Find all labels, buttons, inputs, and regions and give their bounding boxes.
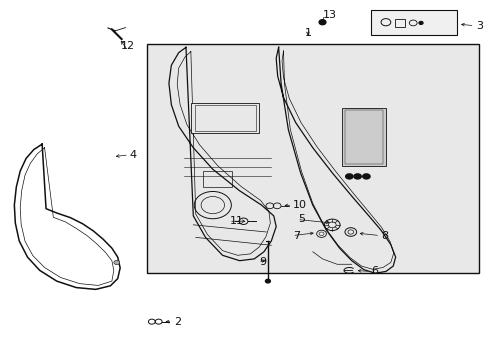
Bar xyxy=(147,44,478,273)
Text: 8: 8 xyxy=(380,231,387,240)
Text: 4: 4 xyxy=(130,150,137,160)
Bar xyxy=(203,171,232,187)
Bar xyxy=(344,111,382,163)
Circle shape xyxy=(361,173,370,180)
Circle shape xyxy=(352,173,361,180)
Text: 5: 5 xyxy=(298,215,305,224)
Text: 11: 11 xyxy=(229,216,244,226)
Text: 3: 3 xyxy=(475,21,482,31)
Text: 13: 13 xyxy=(322,10,336,20)
Bar xyxy=(194,105,255,131)
Text: 1: 1 xyxy=(304,28,311,38)
Text: 10: 10 xyxy=(293,200,306,210)
Circle shape xyxy=(114,260,120,265)
Text: 2: 2 xyxy=(173,317,181,327)
Circle shape xyxy=(344,173,353,180)
Circle shape xyxy=(418,22,422,24)
Bar xyxy=(370,10,456,35)
Bar xyxy=(341,108,385,166)
Text: 6: 6 xyxy=(370,266,378,276)
Text: 12: 12 xyxy=(120,41,134,50)
Circle shape xyxy=(319,20,325,25)
Circle shape xyxy=(265,279,270,283)
Bar xyxy=(190,103,259,134)
Text: 9: 9 xyxy=(259,257,265,267)
Bar xyxy=(394,19,405,27)
Text: 7: 7 xyxy=(293,231,300,240)
